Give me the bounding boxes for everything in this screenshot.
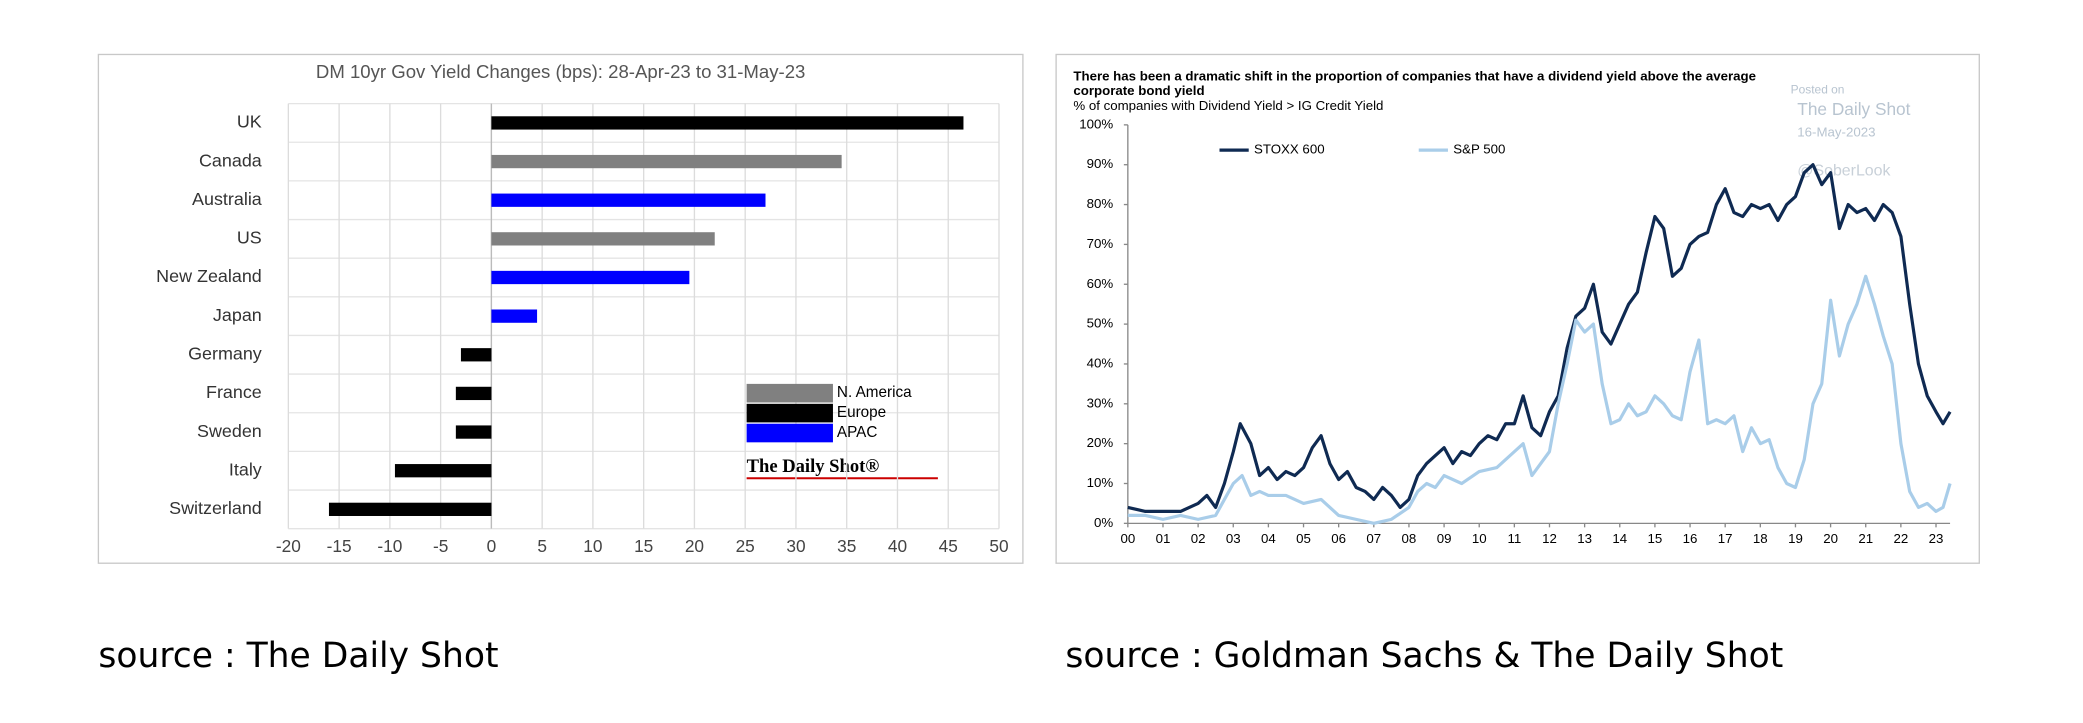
y-tick-label: 70% xyxy=(1087,236,1114,251)
watermark: Posted on xyxy=(1791,82,1845,96)
watermark: 16-May-2023 xyxy=(1797,124,1875,139)
bar xyxy=(491,193,766,207)
x-tick-label: 07 xyxy=(1366,531,1381,546)
x-tick-label: 22 xyxy=(1893,531,1908,546)
x-tick-label: 03 xyxy=(1226,531,1241,546)
x-tick-label: 10 xyxy=(583,536,602,556)
y-tick-label: 90% xyxy=(1087,156,1114,171)
y-tick-label: Australia xyxy=(192,189,262,209)
y-tick-label: France xyxy=(206,382,262,402)
series-line xyxy=(1127,163,1952,513)
y-tick-label: Switzerland xyxy=(169,498,262,518)
y-tick-label: 100% xyxy=(1079,116,1113,131)
series-line xyxy=(1127,274,1952,525)
x-tick-label: 30 xyxy=(786,536,805,556)
caption: source : Goldman Sachs & The Daily Shot xyxy=(1065,636,1783,676)
x-tick-label: 21 xyxy=(1858,531,1873,546)
chart-title: corporate bond yield xyxy=(1073,83,1204,98)
x-tick-label: 10 xyxy=(1472,531,1487,546)
watermark: @SoberLook xyxy=(1797,163,1890,180)
x-tick-label: 20 xyxy=(685,536,704,556)
x-tick-label: -5 xyxy=(433,536,448,556)
legend-label: N. America xyxy=(837,384,912,401)
bar xyxy=(394,464,492,478)
bar xyxy=(491,232,715,246)
y-tick-label: Japan xyxy=(213,305,262,325)
x-tick-label: 00 xyxy=(1120,531,1135,546)
x-tick-label: 01 xyxy=(1156,531,1171,546)
y-tick-label: 30% xyxy=(1087,395,1114,410)
x-tick-label: 17 xyxy=(1718,531,1733,546)
legend-label: S&P 500 xyxy=(1453,142,1505,157)
bar xyxy=(491,309,538,323)
x-tick-label: 05 xyxy=(1296,531,1311,546)
watermark: The Daily Shot xyxy=(1797,99,1910,119)
x-tick-label: 0 xyxy=(487,536,497,556)
x-tick-label: 45 xyxy=(939,536,958,556)
y-tick-label: UK xyxy=(237,112,262,132)
legend-swatch xyxy=(746,383,833,403)
x-tick-label: 16 xyxy=(1683,531,1698,546)
y-tick-label: Sweden xyxy=(197,421,262,441)
chart-title: There has been a dramatic shift in the p… xyxy=(1073,69,1756,84)
y-tick-label: Italy xyxy=(229,459,262,479)
bar xyxy=(455,425,492,439)
x-tick-label: 13 xyxy=(1577,531,1592,546)
x-tick-label: 25 xyxy=(736,536,755,556)
bar xyxy=(328,502,492,516)
legend-label: STOXX 600 xyxy=(1254,142,1325,157)
legend-label: Europe xyxy=(837,404,886,421)
x-tick-label: -15 xyxy=(327,536,352,556)
x-tick-label: 11 xyxy=(1507,531,1521,546)
y-tick-label: 10% xyxy=(1087,475,1114,490)
x-tick-label: 18 xyxy=(1753,531,1768,546)
x-tick-label: 35 xyxy=(837,536,856,556)
bar xyxy=(460,348,492,362)
x-tick-label: 50 xyxy=(989,536,1008,556)
y-tick-label: 0% xyxy=(1094,515,1113,530)
x-tick-label: 20 xyxy=(1823,531,1838,546)
y-tick-label: 50% xyxy=(1087,316,1114,331)
x-tick-label: 19 xyxy=(1788,531,1803,546)
legend-swatch xyxy=(746,423,833,443)
y-tick-label: 60% xyxy=(1087,276,1114,291)
x-tick-label: 23 xyxy=(1929,531,1944,546)
x-tick-label: 14 xyxy=(1612,531,1627,546)
x-tick-label: 09 xyxy=(1437,531,1452,546)
y-tick-label: 40% xyxy=(1087,355,1114,370)
y-tick-label: Germany xyxy=(188,344,262,364)
x-tick-label: 40 xyxy=(888,536,907,556)
y-tick-label: 80% xyxy=(1087,196,1114,211)
chart-subtitle: % of companies with Dividend Yield > IG … xyxy=(1073,98,1383,113)
x-tick-label: 15 xyxy=(634,536,653,556)
y-tick-label: New Zealand xyxy=(156,266,262,286)
x-tick-label: -20 xyxy=(276,536,301,556)
x-tick-label: 12 xyxy=(1542,531,1557,546)
bar xyxy=(455,386,492,401)
y-tick-label: US xyxy=(237,228,262,248)
y-tick-label: 20% xyxy=(1087,435,1114,450)
chart-title: DM 10yr Gov Yield Changes (bps): 28-Apr-… xyxy=(316,61,805,82)
x-tick-label: 5 xyxy=(537,536,547,556)
x-tick-label: 08 xyxy=(1402,531,1417,546)
logo: The Daily Shot® xyxy=(747,456,880,477)
bar xyxy=(491,270,690,285)
right-chart-frame xyxy=(1055,53,1980,564)
bar xyxy=(491,154,842,169)
bar xyxy=(491,116,964,130)
x-tick-label: 06 xyxy=(1331,531,1346,546)
caption: source : The Daily Shot xyxy=(98,636,498,676)
y-tick-label: Canada xyxy=(199,150,262,170)
x-tick-label: 02 xyxy=(1191,531,1206,546)
x-tick-label: 04 xyxy=(1261,531,1276,546)
legend-label: APAC xyxy=(837,424,877,441)
legend-swatch xyxy=(746,403,833,423)
x-tick-label: -10 xyxy=(377,536,402,556)
x-tick-label: 15 xyxy=(1648,531,1663,546)
